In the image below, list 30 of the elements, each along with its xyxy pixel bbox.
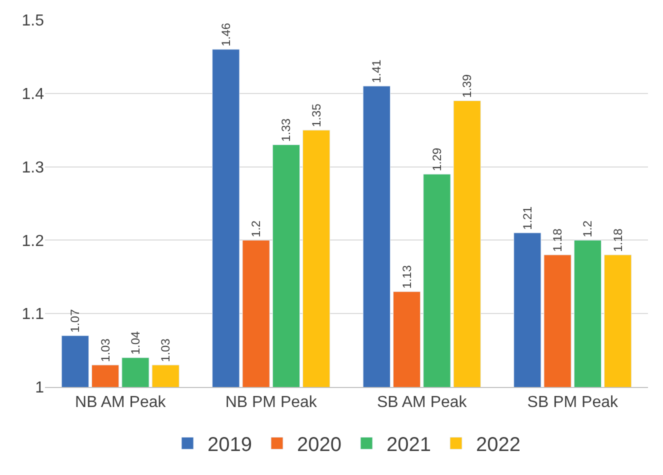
data-label: 1.39	[460, 74, 474, 98]
y-tick-label: 1.4	[22, 86, 44, 103]
x-tick-label: SB AM Peak	[376, 394, 468, 412]
data-label: 1.2	[249, 220, 264, 238]
data-label: 1.46	[218, 22, 233, 46]
data-label: 1.18	[550, 228, 565, 252]
legend-label: 2021	[386, 434, 431, 456]
y-tick-label: 1	[35, 380, 44, 397]
data-label: 1.13	[400, 264, 414, 289]
legend-label: 2020	[297, 434, 342, 456]
data-label: 1.21	[520, 206, 534, 230]
x-tick-label: NB AM Peak	[75, 394, 167, 412]
y-tick-label: 1.5	[22, 12, 44, 30]
data-label: 1.33	[279, 118, 294, 142]
data-label: 1.29	[430, 147, 444, 172]
legend-label: 2022	[476, 434, 520, 456]
data-label: 1.18	[610, 228, 625, 252]
data-label: 1.41	[370, 59, 384, 84]
x-tick-label: SB PM Peak	[527, 394, 619, 412]
data-label: 1.07	[68, 308, 82, 333]
data-label: 1.03	[158, 338, 173, 362]
data-label: 1.04	[128, 330, 142, 355]
data-label: 1.2	[580, 220, 595, 238]
y-tick-label: 1.2	[22, 232, 44, 250]
legend-label: 2019	[208, 434, 252, 456]
x-tick-label: NB PM Peak	[225, 394, 318, 412]
data-label: 1.03	[98, 338, 112, 362]
y-tick-label: 1.1	[22, 306, 44, 324]
data-label: 1.35	[309, 103, 324, 128]
y-tick-label: 1.3	[22, 159, 44, 176]
